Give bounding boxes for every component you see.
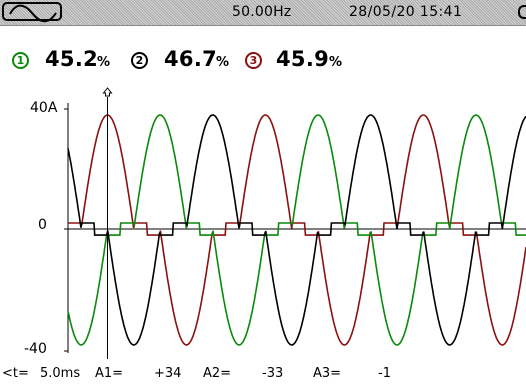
waveform-plot[interactable]: 40A 0 -40 (0, 85, 526, 365)
t-label: <t= (2, 366, 29, 381)
battery-icon (518, 5, 526, 19)
y-label-top: 40A (30, 100, 58, 116)
series-line-3 (67, 114, 526, 346)
frequency-readout: 50.00Hz (232, 4, 292, 20)
series-line-1 (68, 114, 526, 346)
y-label-zero: 0 (38, 217, 47, 233)
phase-2-value: 46.7 (164, 47, 218, 71)
series-line-2 (67, 114, 526, 346)
phase-1-unit: % (97, 55, 111, 70)
a1-label: A1= (95, 366, 124, 381)
t-value: 5.0ms (40, 366, 81, 381)
waveform-svg (64, 87, 526, 359)
phase-1-badge: 1 (12, 52, 29, 69)
phase-2-unit: % (216, 55, 230, 70)
date-time: 28/05/20 15:41 (349, 4, 463, 20)
a2-label: A2= (203, 366, 232, 381)
y-label-bottom: -40 (24, 341, 47, 357)
a3-label: A3= (313, 366, 342, 381)
a3-value: -1 (378, 366, 391, 381)
phase-3-value: 45.9 (276, 47, 330, 71)
phase-1-value: 45.2 (45, 47, 99, 71)
status-bar: 50.00Hz 28/05/20 15:41 (0, 0, 526, 26)
cursor-readout: <t= 5.0ms A1= +34 A2= -33 A3= -1 (0, 363, 526, 385)
phase-2-badge: 2 (131, 52, 148, 69)
phase-3-unit: % (329, 55, 343, 70)
a2-value: -33 (262, 366, 284, 381)
thd-readings: 1 45.2 % 2 46.7 % 3 45.9 % (0, 41, 526, 81)
phase-3-badge: 3 (245, 52, 262, 69)
a1-value: +34 (154, 366, 182, 381)
sine-wave-icon[interactable] (2, 2, 62, 23)
cursor-arrow-icon[interactable] (102, 87, 113, 97)
